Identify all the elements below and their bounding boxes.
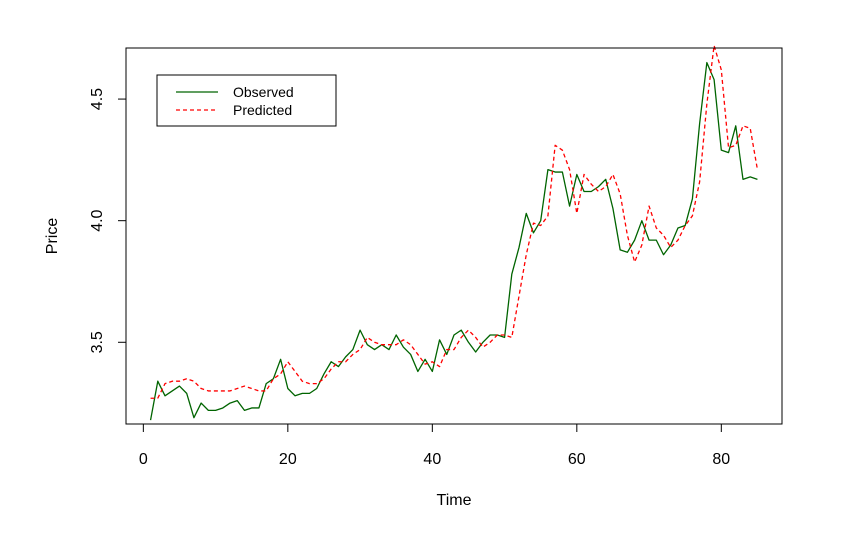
- y-tick-label: 3.5: [89, 331, 106, 353]
- legend-observed-label: Observed: [233, 84, 294, 100]
- x-axis-label: Time: [437, 492, 472, 509]
- x-tick-label: 0: [139, 451, 148, 468]
- plot-frame: [125, 47, 783, 425]
- legend: Observed Predicted: [156, 74, 337, 127]
- x-tick-label: 40: [423, 451, 441, 468]
- series-layer: [149, 44, 759, 421]
- x-axis: 0 20 40 60 80: [139, 424, 730, 468]
- y-tick-label: 4.5: [89, 88, 106, 110]
- y-axis-label: Price: [44, 218, 61, 255]
- legend-box: [156, 74, 337, 127]
- series-line-predicted: [150, 44, 759, 399]
- x-tick-label: 80: [712, 451, 730, 468]
- x-tick-label: 20: [279, 451, 297, 468]
- y-axis: 3.5 4.0 4.5: [89, 88, 126, 353]
- x-tick-label: 60: [568, 451, 586, 468]
- series-line-observed: [149, 61, 758, 421]
- y-tick-label: 4.0: [89, 209, 106, 231]
- legend-predicted-label: Predicted: [233, 102, 292, 118]
